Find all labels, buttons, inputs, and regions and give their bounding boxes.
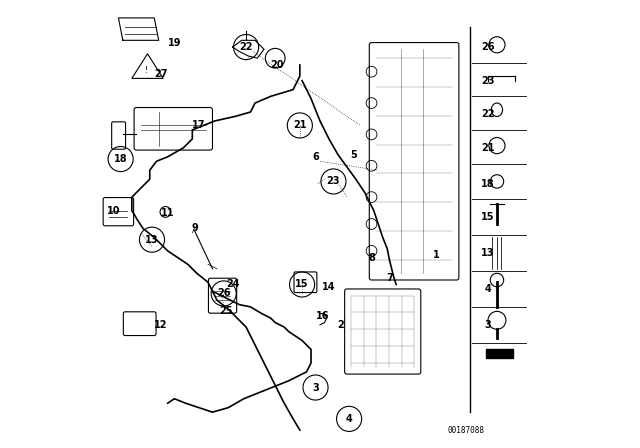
Text: 22: 22 bbox=[481, 109, 495, 119]
Text: 23: 23 bbox=[481, 76, 495, 86]
Text: 26: 26 bbox=[481, 42, 495, 52]
Text: 17: 17 bbox=[192, 121, 206, 130]
Text: 21: 21 bbox=[293, 121, 307, 130]
Text: 22: 22 bbox=[239, 42, 253, 52]
Text: 25: 25 bbox=[219, 306, 233, 316]
Text: 7: 7 bbox=[386, 273, 393, 283]
Text: 9: 9 bbox=[191, 224, 198, 233]
Text: 15: 15 bbox=[295, 280, 309, 289]
Polygon shape bbox=[486, 349, 513, 358]
FancyBboxPatch shape bbox=[209, 278, 237, 313]
Text: 16: 16 bbox=[316, 311, 329, 321]
Text: 11: 11 bbox=[161, 208, 175, 218]
FancyBboxPatch shape bbox=[294, 272, 317, 293]
Text: 1: 1 bbox=[433, 250, 440, 260]
Text: 8: 8 bbox=[368, 253, 375, 263]
Text: 24: 24 bbox=[226, 280, 239, 289]
Text: 3: 3 bbox=[484, 320, 492, 330]
FancyBboxPatch shape bbox=[112, 122, 125, 149]
FancyBboxPatch shape bbox=[124, 312, 156, 336]
FancyBboxPatch shape bbox=[345, 289, 421, 374]
Text: 12: 12 bbox=[154, 320, 168, 330]
Text: 6: 6 bbox=[312, 152, 319, 162]
Text: 26: 26 bbox=[217, 289, 230, 298]
FancyBboxPatch shape bbox=[369, 43, 459, 280]
Text: 18: 18 bbox=[114, 154, 127, 164]
Text: 13: 13 bbox=[481, 248, 495, 258]
Text: 20: 20 bbox=[271, 60, 284, 70]
Text: !: ! bbox=[145, 66, 148, 75]
Text: 2: 2 bbox=[337, 320, 344, 330]
FancyBboxPatch shape bbox=[134, 108, 212, 150]
Text: 4: 4 bbox=[484, 284, 492, 294]
Text: 3: 3 bbox=[312, 383, 319, 392]
Text: 15: 15 bbox=[481, 212, 495, 222]
Text: 23: 23 bbox=[326, 177, 340, 186]
Text: 10: 10 bbox=[107, 206, 121, 215]
Text: 18: 18 bbox=[481, 179, 495, 189]
Text: 13: 13 bbox=[145, 235, 159, 245]
Text: 14: 14 bbox=[322, 282, 336, 292]
Text: 00187088: 00187088 bbox=[447, 426, 484, 435]
Text: 4: 4 bbox=[346, 414, 353, 424]
Text: 21: 21 bbox=[481, 143, 495, 153]
Text: 5: 5 bbox=[350, 150, 357, 159]
Text: 19: 19 bbox=[168, 38, 181, 47]
Text: 27: 27 bbox=[154, 69, 168, 79]
FancyBboxPatch shape bbox=[103, 198, 134, 226]
